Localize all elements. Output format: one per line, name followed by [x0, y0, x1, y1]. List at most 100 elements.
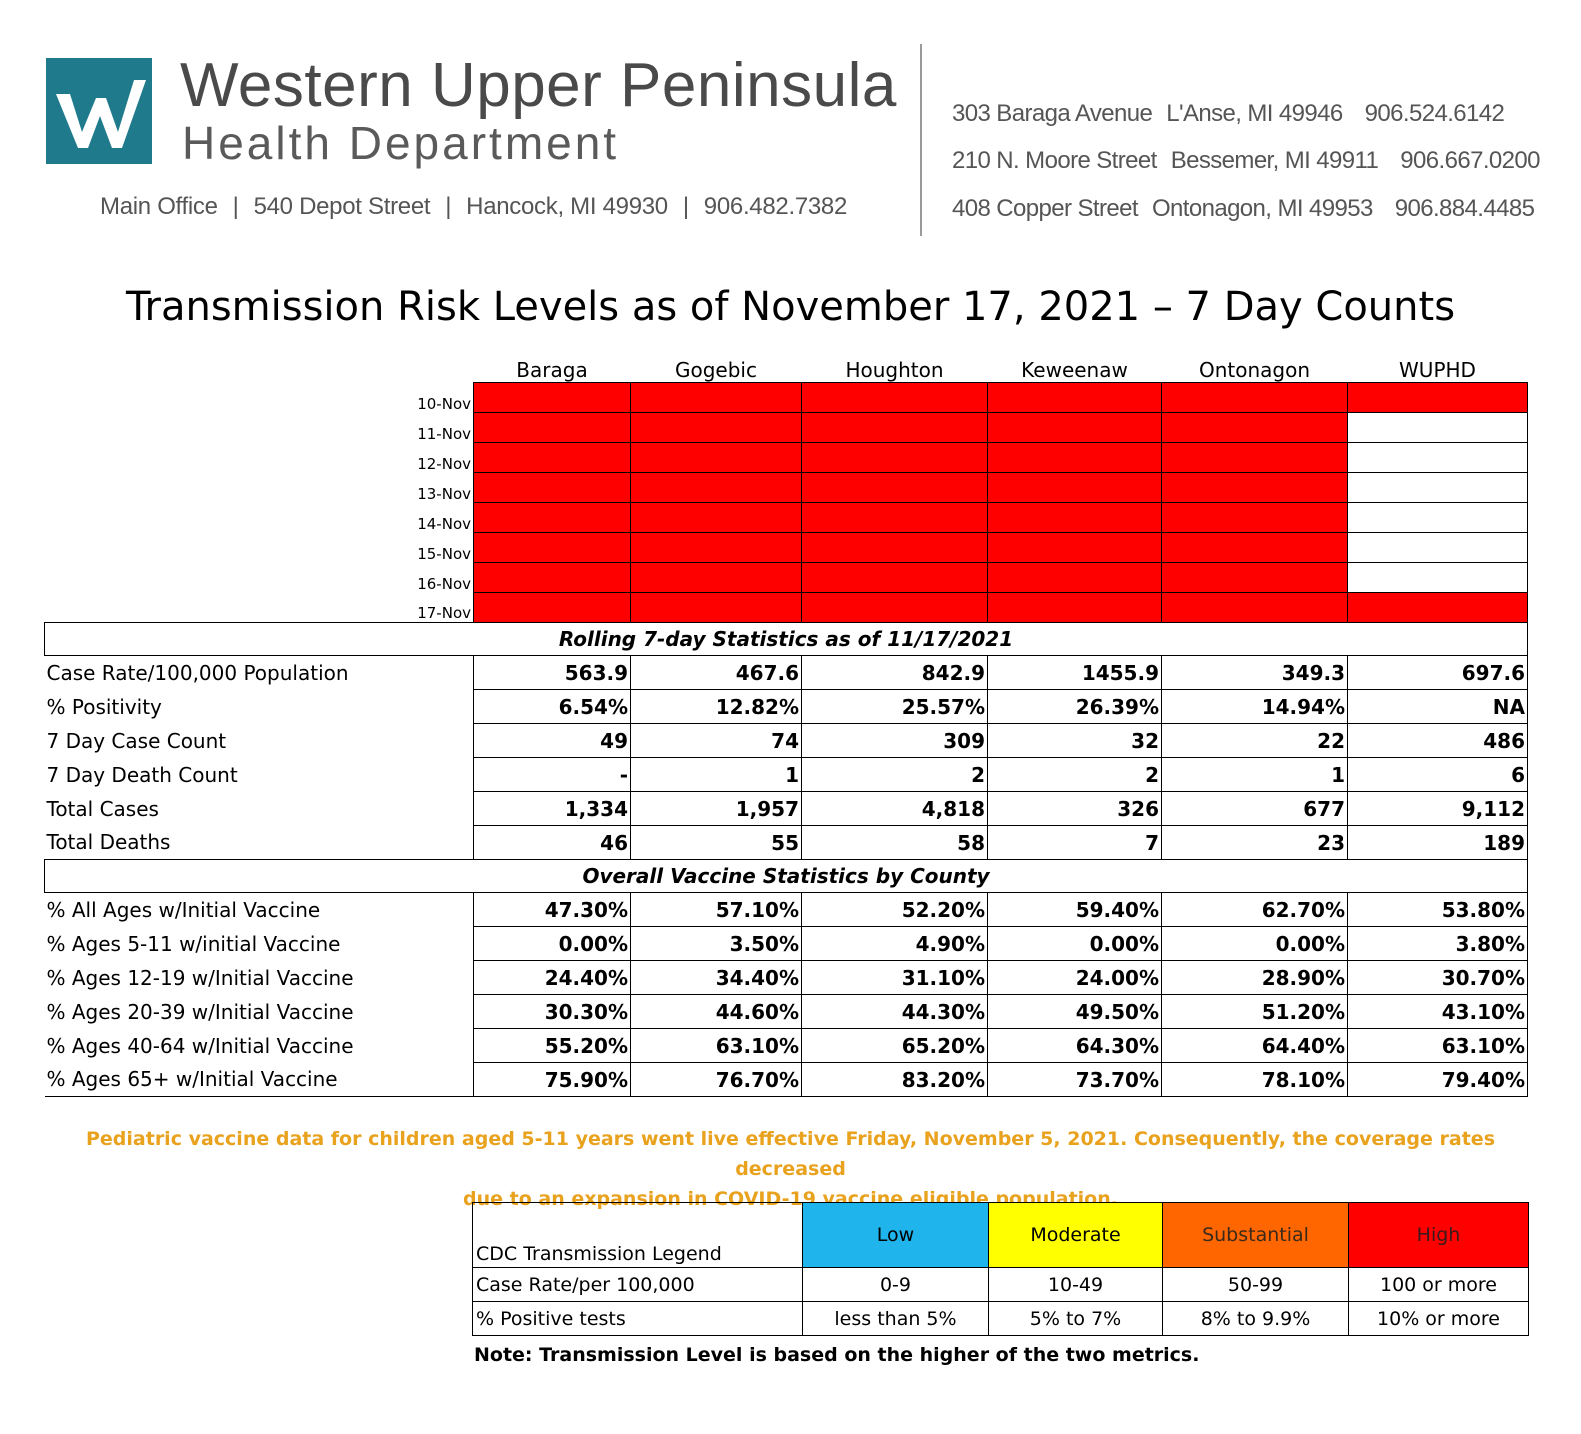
- risk-level-cell: [1161, 502, 1348, 533]
- legend-range: less than 5%: [802, 1301, 989, 1336]
- stat-value: 1: [630, 757, 802, 792]
- risk-row: 17-Nov: [45, 592, 1528, 623]
- w-logo-icon: [46, 58, 152, 164]
- branch-street: 408 Copper Street: [952, 195, 1139, 222]
- stat-value: 51.20%: [1161, 994, 1348, 1029]
- risk-level-cell: [1161, 472, 1348, 503]
- stat-value: 26.39%: [987, 689, 1162, 724]
- legend-range: 50-99: [1162, 1267, 1349, 1302]
- risk-date-label: 14-Nov: [417, 514, 471, 533]
- risk-level-cell: [987, 562, 1162, 593]
- separator: |: [682, 193, 689, 220]
- risk-level-cell: [801, 412, 988, 443]
- branch-city: Bessemer, MI 49911: [1170, 147, 1379, 174]
- main-office-phone: 906.482.7382: [703, 193, 848, 220]
- legend-range: 10-49: [988, 1267, 1163, 1302]
- vaccine-stats-heading: Overall Vaccine Statistics by County: [44, 859, 1528, 893]
- main-office-label: Main Office: [100, 193, 218, 220]
- risk-level-cell: [1347, 472, 1528, 503]
- risk-level-cell: [473, 472, 631, 503]
- risk-level-cell: [630, 412, 802, 443]
- risk-level-cell: [1347, 442, 1528, 473]
- header-divider: [920, 44, 922, 236]
- risk-level-cell: [630, 502, 802, 533]
- stat-value: 309: [801, 723, 988, 758]
- legend-positive-label: % Positive tests: [472, 1301, 803, 1336]
- risk-level-cell: [473, 442, 631, 473]
- rolling-stat-row: 7 Day Death Count -1 2 2 1 6: [45, 757, 1528, 792]
- risk-level-cell: [630, 382, 802, 413]
- stat-value: 2: [801, 757, 988, 792]
- risk-date-label: 10-Nov: [417, 394, 471, 413]
- risk-level-cell: [630, 472, 802, 503]
- risk-level-cell: [801, 382, 988, 413]
- stat-value: 64.40%: [1161, 1028, 1348, 1063]
- stat-value: 6.54%: [473, 689, 631, 724]
- stat-value: 30.70%: [1347, 960, 1528, 995]
- legend-case-rate-row: Case Rate/per 100,000 0-9 10-49 50-99 10…: [472, 1267, 1529, 1302]
- stat-value: 43.10%: [1347, 994, 1528, 1029]
- vaccine-stats-heading-row: Overall Vaccine Statistics by County: [44, 859, 1528, 893]
- stat-value: 842.9: [801, 655, 988, 690]
- stat-value: 1: [1161, 757, 1348, 792]
- legend-case-rate-label: Case Rate/per 100,000: [472, 1267, 803, 1302]
- stat-label: % Ages 40-64 w/Initial Vaccine: [46, 1033, 354, 1058]
- stat-value: 65.20%: [801, 1028, 988, 1063]
- vaccine-stat-row: % Ages 12-19 w/Initial Vaccine 24.40% 34.4…: [45, 960, 1528, 995]
- risk-level-cell: [630, 592, 802, 623]
- risk-level-cell: [1347, 592, 1528, 623]
- stat-value: 0.00%: [1161, 926, 1348, 961]
- org-name: Western Upper Peninsula: [180, 51, 897, 120]
- rolling-stats-heading-row: Rolling 7-day Statistics as of 11/17/202…: [44, 622, 1528, 656]
- branch-phone: 906.524.6142: [1364, 100, 1505, 127]
- rolling-stat-row: Total Deaths 46 55 58 7 23 189: [44, 825, 1528, 860]
- legend-range: 100 or more: [1348, 1267, 1529, 1302]
- risk-level-cell: [987, 442, 1162, 473]
- transmission-table: Baraga Gogebic Houghton Keweenaw Ontonagon WU…: [44, 352, 1528, 1097]
- page-title: Transmission Risk Levels as of November …: [125, 284, 1456, 330]
- stat-value: 697.6: [1347, 655, 1528, 690]
- stat-value: 30.30%: [473, 994, 631, 1029]
- stat-value: 25.57%: [801, 689, 988, 724]
- risk-row: 13-Nov: [45, 472, 1528, 503]
- legend-high: High: [1348, 1202, 1529, 1268]
- stat-label: % Ages 20-39 w/Initial Vaccine: [46, 999, 354, 1024]
- risk-level-cell: [473, 412, 631, 443]
- stat-value: 3.80%: [1347, 926, 1528, 961]
- rolling-stat-row: Case Rate/100,000 Population 563.9 467.6 84…: [45, 655, 1528, 690]
- risk-level-cell: [1161, 442, 1348, 473]
- stat-value: 49: [473, 723, 631, 758]
- stat-value: 12.82%: [630, 689, 802, 724]
- risk-level-cell: [987, 592, 1162, 623]
- cdc-legend-table: CDC Transmission Legend Low Moderate Sub…: [472, 1202, 1529, 1336]
- rolling-stat-row: % Positivity 6.54% 12.82% 25.57% 26.39% 14.94…: [45, 689, 1528, 724]
- stat-value: 78.10%: [1161, 1062, 1348, 1097]
- risk-row: 15-Nov: [45, 532, 1528, 563]
- stat-value: 63.10%: [630, 1028, 802, 1063]
- stat-value: 677: [1161, 791, 1348, 826]
- stat-value: 14.94%: [1161, 689, 1348, 724]
- legend-moderate: Moderate: [988, 1202, 1163, 1268]
- risk-level-cell: [473, 502, 631, 533]
- legend-note: Note: Transmission Level is based on the…: [474, 1344, 1200, 1366]
- legend-range: 8% to 9.9%: [1162, 1301, 1349, 1336]
- legend-level-row: CDC Transmission Legend Low Moderate Sub…: [472, 1202, 1529, 1268]
- stat-label: % Ages 12-19 w/Initial Vaccine: [46, 965, 354, 990]
- stat-value: 349.3: [1161, 655, 1348, 690]
- stat-value: 486: [1347, 723, 1528, 758]
- main-office-address: Main Office | 540 Depot Street | Hancock, MI…: [100, 193, 847, 221]
- legend-low: Low: [802, 1202, 989, 1268]
- stat-value: 24.40%: [473, 960, 631, 995]
- county-header: Baraga: [516, 358, 588, 382]
- stat-value: 1,957: [630, 791, 802, 826]
- stat-value: 467.6: [630, 655, 802, 690]
- stat-value: 44.60%: [630, 994, 802, 1029]
- stat-label: % All Ages w/Initial Vaccine: [46, 897, 321, 922]
- stat-label: % Positivity: [46, 694, 162, 719]
- stat-label: Total Deaths: [44, 825, 474, 860]
- branch-address-bessemer: 210 N. Moore Street Bessemer, MI 49911 906…: [952, 147, 1540, 175]
- rolling-stats-heading: Rolling 7-day Statistics as of 11/17/202…: [44, 622, 1528, 656]
- stat-value: 34.40%: [630, 960, 802, 995]
- stat-value: 6: [1347, 757, 1528, 792]
- legend-range: 10% or more: [1348, 1301, 1529, 1336]
